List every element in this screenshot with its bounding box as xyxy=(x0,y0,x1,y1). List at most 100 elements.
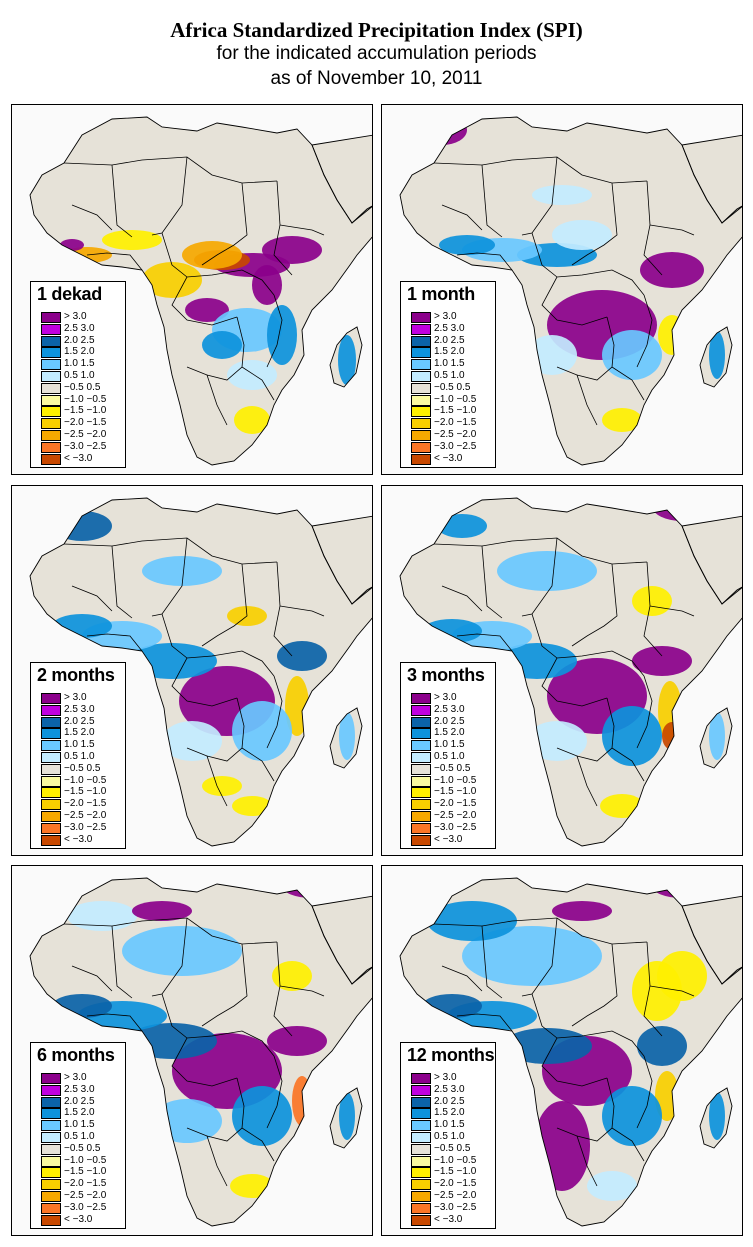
legend-entry: −2.5 −2.0 xyxy=(41,1190,123,1202)
legend-entry: > 3.0 xyxy=(411,1072,493,1084)
legend-entry: 1.5 2.0 xyxy=(411,346,493,359)
spi-anomaly-region xyxy=(709,331,725,379)
legend-entry: −2.0 −1.5 xyxy=(411,798,493,811)
legend-swatch xyxy=(41,704,61,716)
legend-range-label: < −3.0 xyxy=(64,1213,93,1225)
spi-anomaly-region xyxy=(132,901,192,921)
legend-range-label: −2.0 −1.5 xyxy=(434,1178,477,1190)
legend-range-label: −2.0 −1.5 xyxy=(434,798,477,810)
country-border xyxy=(521,156,558,236)
legend-entry: 1.0 1.5 xyxy=(411,1119,493,1132)
legend-swatch xyxy=(411,1096,431,1108)
spi-map-panel: 1 dekad > 3.0 2.5 3.0 2.0 2.5 1.5 2.0 1.0 1.5… xyxy=(11,104,373,475)
legend-swatch xyxy=(41,1096,61,1108)
arabia-landmass xyxy=(682,896,742,984)
spi-anomaly-region xyxy=(437,514,487,538)
spi-anomaly-region xyxy=(339,1092,355,1140)
legend-swatch xyxy=(41,1155,61,1167)
accumulation-period-label: 3 months xyxy=(407,665,485,685)
legend-range-label: < −3.0 xyxy=(434,833,463,845)
country-border xyxy=(86,1013,143,1032)
country-border xyxy=(273,180,293,276)
accumulation-period-label: 12 months xyxy=(407,1045,495,1065)
legend-entry: −1.5 −1.0 xyxy=(411,786,493,799)
legend-swatch xyxy=(411,752,431,763)
legend-entry: 0.5 1.0 xyxy=(411,751,493,763)
spi-anomaly-region xyxy=(232,701,292,761)
legend-swatch xyxy=(41,822,61,834)
country-border xyxy=(481,925,503,999)
country-border xyxy=(151,917,188,997)
legend-entry: < −3.0 xyxy=(41,1213,123,1226)
legend-range-label: 2.0 2.5 xyxy=(64,1095,95,1107)
legend-entry: −3.0 −2.5 xyxy=(41,1202,123,1214)
legend-swatch xyxy=(411,441,431,453)
legend-entry: −1.5 −1.0 xyxy=(411,405,493,418)
coastline xyxy=(311,895,372,985)
country-border xyxy=(531,613,645,677)
legend-entry: −1.0 −0.5 xyxy=(411,393,493,406)
legend-entry: < −3.0 xyxy=(411,453,493,465)
country-border xyxy=(556,316,615,381)
legend-swatch xyxy=(411,775,431,787)
legend-entry: > 3.0 xyxy=(41,311,123,323)
country-border xyxy=(643,561,663,657)
country-border xyxy=(521,537,558,617)
spi-map-panel: 3 months > 3.0 2.5 3.0 2.0 2.5 1.5 2.0 1.0 1.… xyxy=(381,485,743,856)
legend-entry: −2.0 −1.5 xyxy=(411,417,493,430)
spi-anomaly-region xyxy=(232,796,272,816)
spi-anomaly-region xyxy=(202,776,242,796)
country-border xyxy=(71,965,113,992)
spi-anomaly-region xyxy=(652,878,712,898)
legend-entry: −3.0 −2.5 xyxy=(411,822,493,834)
spi-anomaly-region xyxy=(60,239,84,251)
legend-entry: −1.5 −1.0 xyxy=(41,786,123,799)
legend-swatch xyxy=(411,1132,431,1143)
legend-entry: < −3.0 xyxy=(41,834,123,846)
country-border xyxy=(241,366,275,401)
legend-entry: −1.5 −1.0 xyxy=(41,405,123,418)
legend-swatch xyxy=(41,1132,61,1143)
legend-range-label: > 3.0 xyxy=(64,311,87,322)
spi-anomaly-region xyxy=(709,712,725,760)
legend-range-label: −0.5 0.5 xyxy=(434,1142,471,1154)
spi-anomaly-region xyxy=(422,619,482,643)
legend-entry: −0.5 0.5 xyxy=(41,382,123,394)
country-border xyxy=(611,747,645,782)
legend-entry: < −3.0 xyxy=(41,453,123,465)
legend-swatch xyxy=(41,382,61,394)
legend-range-label: −1.5 −1.0 xyxy=(434,1166,477,1178)
country-border xyxy=(273,941,293,1037)
country-border xyxy=(541,276,608,326)
legend-range-label: 1.5 2.0 xyxy=(64,346,95,358)
legend-range-label: −1.0 −0.5 xyxy=(434,393,477,405)
legend-range-label: 2.0 2.5 xyxy=(434,1095,465,1107)
spi-anomaly-region xyxy=(439,235,495,255)
coastline xyxy=(699,326,733,388)
legend-swatch xyxy=(41,430,61,441)
country-border xyxy=(571,563,618,647)
legend-range-label: −3.0 −2.5 xyxy=(434,440,477,452)
legend-entry: −2.0 −1.5 xyxy=(41,417,123,430)
legend-entry: 2.5 3.0 xyxy=(41,323,123,335)
legend-swatch xyxy=(41,359,61,371)
country-border xyxy=(456,1013,513,1032)
legend-entry: −2.5 −2.0 xyxy=(41,429,123,441)
country-border xyxy=(481,164,503,238)
legend-entry: 1.5 2.0 xyxy=(41,727,123,740)
legend-range-label: 1.0 1.5 xyxy=(434,1119,465,1131)
legend-range-label: −1.5 −1.0 xyxy=(64,405,107,417)
spi-anomaly-region xyxy=(292,1076,312,1126)
spi-anomaly-region xyxy=(267,1026,327,1056)
spi-anomaly-region xyxy=(282,878,342,898)
legend-entry: −1.0 −0.5 xyxy=(41,774,123,787)
legend-range-label: −1.0 −0.5 xyxy=(64,774,107,786)
coastline xyxy=(399,877,742,1227)
country-border xyxy=(576,1135,598,1187)
coastline xyxy=(399,497,742,847)
legend-entry: 2.5 3.0 xyxy=(411,1084,493,1096)
legend-swatch xyxy=(41,335,61,347)
country-border xyxy=(456,633,513,652)
accumulation-period-label: 1 dekad xyxy=(37,284,102,304)
legend-swatch xyxy=(41,811,61,822)
